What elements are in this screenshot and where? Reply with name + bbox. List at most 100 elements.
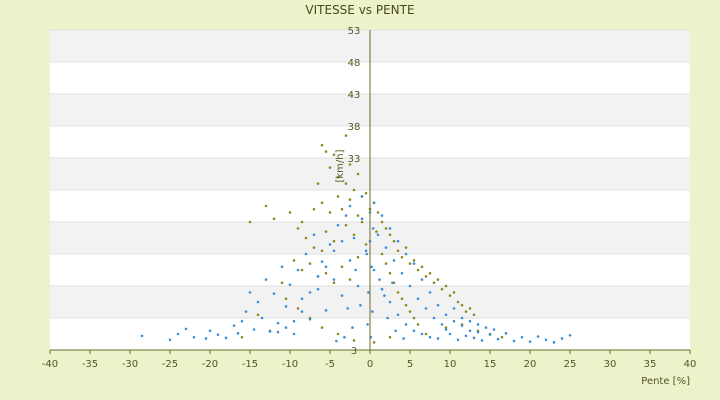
- data-point: [364, 249, 368, 253]
- x-tick-label: -15: [242, 359, 258, 370]
- data-point: [388, 233, 392, 237]
- data-point: [240, 335, 244, 339]
- data-point: [444, 284, 448, 288]
- data-point: [304, 252, 308, 256]
- data-point: [367, 291, 370, 294]
- data-point: [476, 323, 480, 326]
- data-point: [356, 255, 360, 259]
- data-point: [408, 310, 412, 313]
- data-point: [348, 259, 352, 262]
- data-point: [336, 175, 340, 179]
- data-point: [352, 339, 356, 342]
- data-point: [336, 223, 340, 227]
- data-point: [416, 323, 420, 326]
- x-tick-label: -35: [82, 359, 98, 370]
- data-point: [396, 291, 400, 294]
- data-point: [436, 303, 440, 307]
- y-axis-label: [km/h]: [335, 149, 346, 182]
- data-point: [384, 262, 388, 265]
- data-point: [348, 163, 352, 166]
- data-point: [432, 316, 436, 320]
- data-point: [468, 329, 472, 333]
- data-point: [400, 271, 404, 275]
- data-point: [412, 262, 416, 265]
- data-point: [340, 265, 344, 269]
- data-point: [352, 236, 356, 240]
- data-point: [300, 268, 304, 272]
- data-point: [332, 239, 336, 243]
- data-point: [428, 335, 432, 339]
- data-point: [371, 227, 375, 230]
- data-point: [436, 278, 440, 281]
- data-point: [346, 307, 349, 310]
- data-point: [386, 316, 389, 320]
- data-point: [300, 220, 304, 224]
- data-point: [284, 297, 288, 301]
- data-point: [371, 310, 374, 313]
- data-point: [344, 214, 348, 217]
- data-point: [420, 278, 424, 281]
- data-point: [320, 260, 324, 263]
- data-point: [464, 334, 468, 338]
- data-point: [344, 223, 348, 227]
- data-point: [428, 271, 432, 275]
- data-point: [400, 297, 404, 301]
- data-point: [216, 333, 220, 336]
- x-tick-label: 20: [524, 359, 537, 370]
- data-point: [460, 316, 464, 320]
- data-point: [500, 335, 504, 339]
- data-point: [280, 265, 284, 269]
- data-point: [312, 246, 316, 249]
- data-point: [544, 338, 548, 342]
- data-point: [376, 211, 380, 214]
- data-point: [192, 335, 196, 339]
- y-tick-label: 3: [351, 346, 357, 357]
- x-tick-label: -5: [325, 359, 335, 370]
- data-point: [468, 319, 472, 323]
- data-point: [344, 134, 348, 137]
- data-point: [468, 307, 472, 310]
- data-point: [340, 207, 344, 211]
- data-point: [428, 291, 432, 294]
- x-tick-label: 30: [604, 359, 617, 370]
- data-point: [332, 153, 336, 157]
- data-point: [424, 332, 428, 336]
- data-point: [440, 323, 444, 326]
- data-point: [392, 259, 396, 262]
- x-tick-label: -40: [42, 359, 58, 370]
- data-point: [404, 246, 408, 249]
- data-point: [168, 338, 172, 342]
- data-point: [332, 281, 336, 285]
- data-point: [308, 262, 312, 265]
- data-point: [276, 330, 280, 334]
- data-point: [404, 252, 408, 256]
- data-point: [176, 332, 180, 336]
- data-point: [444, 328, 448, 331]
- data-point: [288, 283, 292, 287]
- data-point: [304, 236, 308, 240]
- data-point: [256, 300, 260, 304]
- data-point: [452, 291, 456, 294]
- data-point: [248, 291, 252, 294]
- data-point: [336, 332, 340, 336]
- data-point: [452, 319, 456, 323]
- data-point: [336, 195, 340, 198]
- x-tick-label: -20: [202, 359, 218, 370]
- data-point: [296, 227, 300, 230]
- data-point: [448, 294, 452, 297]
- data-point: [383, 294, 386, 297]
- data-point: [396, 249, 400, 253]
- data-point: [300, 310, 304, 313]
- data-point: [348, 204, 352, 208]
- data-point: [388, 271, 392, 275]
- x-tick-label: 40: [684, 359, 697, 370]
- data-point: [365, 252, 369, 256]
- y-tick-label: 48: [348, 58, 361, 69]
- data-point: [320, 249, 324, 253]
- data-point: [264, 278, 268, 281]
- data-point: [324, 150, 328, 153]
- x-tick-label: 0: [367, 359, 373, 370]
- data-point: [356, 284, 360, 288]
